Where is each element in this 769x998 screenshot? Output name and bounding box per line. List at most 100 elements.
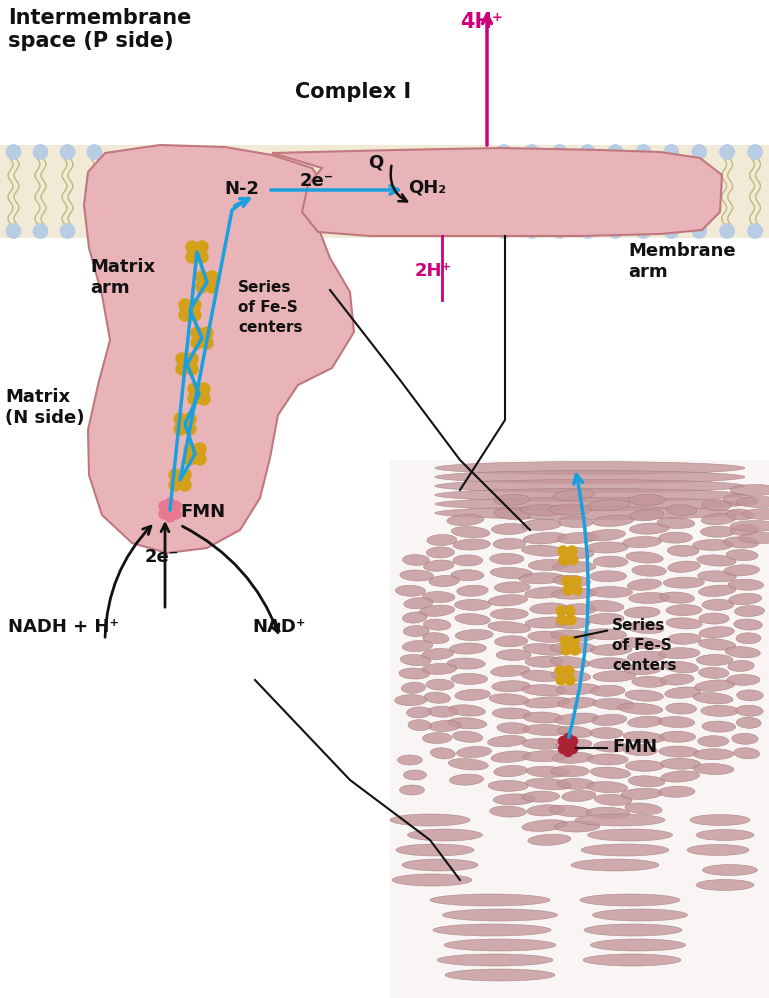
Ellipse shape bbox=[561, 604, 597, 615]
Circle shape bbox=[569, 636, 579, 646]
Ellipse shape bbox=[624, 664, 661, 675]
Ellipse shape bbox=[519, 573, 564, 584]
Ellipse shape bbox=[702, 722, 736, 733]
Circle shape bbox=[61, 145, 75, 159]
Circle shape bbox=[186, 363, 198, 375]
Text: NAD⁺: NAD⁺ bbox=[252, 618, 305, 636]
Circle shape bbox=[165, 512, 175, 522]
Ellipse shape bbox=[488, 736, 526, 747]
Ellipse shape bbox=[588, 753, 628, 764]
Ellipse shape bbox=[585, 529, 625, 541]
Ellipse shape bbox=[697, 555, 736, 566]
Circle shape bbox=[558, 737, 568, 746]
Ellipse shape bbox=[457, 747, 491, 757]
Text: 2e⁻: 2e⁻ bbox=[300, 172, 335, 190]
Ellipse shape bbox=[398, 755, 422, 765]
Ellipse shape bbox=[587, 807, 630, 818]
Ellipse shape bbox=[451, 674, 488, 685]
Ellipse shape bbox=[402, 859, 478, 871]
Ellipse shape bbox=[657, 517, 694, 529]
Circle shape bbox=[196, 251, 208, 263]
Circle shape bbox=[6, 224, 21, 238]
Circle shape bbox=[165, 498, 175, 508]
Circle shape bbox=[88, 224, 102, 238]
Ellipse shape bbox=[419, 605, 454, 617]
Circle shape bbox=[608, 224, 623, 238]
Ellipse shape bbox=[496, 650, 531, 661]
Ellipse shape bbox=[435, 470, 745, 483]
Circle shape bbox=[184, 443, 196, 455]
Text: QH₂: QH₂ bbox=[408, 178, 446, 196]
Ellipse shape bbox=[664, 577, 704, 588]
Ellipse shape bbox=[426, 680, 454, 691]
Ellipse shape bbox=[632, 677, 667, 688]
Circle shape bbox=[184, 413, 196, 425]
Ellipse shape bbox=[659, 648, 700, 659]
Circle shape bbox=[525, 145, 539, 159]
Ellipse shape bbox=[699, 668, 729, 679]
Ellipse shape bbox=[429, 576, 460, 587]
Text: Matrix
(N side): Matrix (N side) bbox=[5, 388, 85, 427]
Ellipse shape bbox=[524, 587, 567, 598]
Circle shape bbox=[194, 453, 206, 465]
Ellipse shape bbox=[621, 788, 662, 799]
Ellipse shape bbox=[667, 561, 701, 573]
Ellipse shape bbox=[452, 732, 483, 743]
Circle shape bbox=[206, 271, 218, 283]
Circle shape bbox=[568, 555, 578, 565]
Circle shape bbox=[34, 145, 48, 159]
Ellipse shape bbox=[697, 655, 733, 666]
Text: Matrix
arm: Matrix arm bbox=[90, 258, 155, 296]
Ellipse shape bbox=[522, 791, 560, 802]
Text: 4H⁺: 4H⁺ bbox=[460, 12, 503, 32]
Circle shape bbox=[198, 383, 210, 395]
Polygon shape bbox=[390, 460, 769, 998]
Ellipse shape bbox=[590, 571, 627, 582]
Ellipse shape bbox=[554, 713, 598, 725]
Circle shape bbox=[581, 145, 594, 159]
Circle shape bbox=[176, 363, 188, 375]
Circle shape bbox=[184, 453, 196, 465]
Ellipse shape bbox=[522, 739, 567, 749]
Ellipse shape bbox=[399, 668, 430, 679]
Circle shape bbox=[188, 393, 200, 405]
Ellipse shape bbox=[402, 641, 433, 652]
Ellipse shape bbox=[586, 601, 624, 612]
Ellipse shape bbox=[392, 874, 472, 886]
Ellipse shape bbox=[623, 745, 657, 755]
Circle shape bbox=[558, 745, 568, 753]
Ellipse shape bbox=[526, 766, 569, 777]
Circle shape bbox=[191, 327, 203, 339]
Circle shape bbox=[191, 337, 203, 349]
Text: Membrane
arm: Membrane arm bbox=[628, 242, 736, 280]
Ellipse shape bbox=[659, 532, 692, 543]
Circle shape bbox=[564, 741, 572, 749]
Circle shape bbox=[720, 145, 734, 159]
Ellipse shape bbox=[587, 781, 628, 792]
Ellipse shape bbox=[554, 821, 600, 832]
Ellipse shape bbox=[449, 643, 486, 654]
Ellipse shape bbox=[400, 570, 434, 581]
Circle shape bbox=[88, 145, 102, 159]
Ellipse shape bbox=[523, 644, 569, 656]
Circle shape bbox=[563, 585, 573, 595]
Ellipse shape bbox=[528, 559, 569, 571]
Circle shape bbox=[570, 645, 580, 655]
Ellipse shape bbox=[549, 805, 591, 816]
Circle shape bbox=[553, 145, 567, 159]
Text: Series
of Fe-S
centers: Series of Fe-S centers bbox=[238, 280, 302, 334]
Ellipse shape bbox=[571, 859, 659, 871]
Ellipse shape bbox=[587, 499, 630, 511]
Ellipse shape bbox=[584, 924, 682, 936]
Text: Q: Q bbox=[368, 153, 383, 171]
Ellipse shape bbox=[450, 774, 484, 785]
Circle shape bbox=[179, 309, 191, 321]
Ellipse shape bbox=[521, 545, 565, 556]
Circle shape bbox=[497, 145, 511, 159]
Ellipse shape bbox=[556, 618, 591, 629]
Circle shape bbox=[186, 251, 198, 263]
Ellipse shape bbox=[491, 609, 528, 620]
Ellipse shape bbox=[661, 674, 694, 685]
Bar bbox=[0, 145, 769, 238]
Circle shape bbox=[559, 555, 569, 565]
